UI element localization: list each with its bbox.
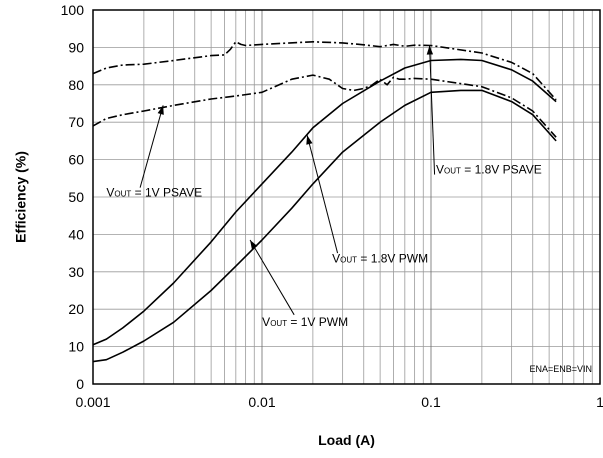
series-label-1: VOUT = 1.8V PSAVE — [436, 162, 542, 176]
y-tick-label: 80 — [68, 77, 84, 93]
y-tick-labels: 0 10 20 30 40 50 60 70 80 90 100 — [61, 2, 85, 392]
annotation-arrow-head — [250, 240, 258, 250]
series-line-4 — [92, 89, 557, 363]
annotation-arrow-line — [249, 239, 295, 316]
y-tick-label: 0 — [76, 376, 84, 392]
x-tick-label: 0.01 — [248, 394, 275, 410]
x-tick-label: 0.001 — [75, 394, 110, 410]
annotation-arrow-line — [306, 135, 339, 254]
x-axis-label: Load (A) — [318, 432, 375, 448]
y-tick-label: 90 — [68, 39, 84, 55]
y-tick-label: 50 — [68, 189, 84, 205]
series-label-2: VOUT = 1V PSAVE — [106, 185, 202, 199]
y-axis-label: Efficiency (%) — [13, 151, 29, 243]
series-labels: VOUT = 1.8V PSAVE VOUT = 1V PSAVE VOUT = 1… — [106, 162, 541, 329]
annotation-arrow-line — [139, 105, 164, 188]
annotation-arrow-line — [429, 45, 436, 175]
annotation-arrow-head — [306, 135, 313, 145]
series-line-2 — [92, 74, 557, 138]
y-tick-label: 40 — [68, 226, 84, 242]
y-tick-label: 10 — [68, 339, 84, 355]
series-curves — [92, 40, 557, 363]
y-tick-label: 30 — [68, 264, 84, 280]
annotation-arrow-head — [157, 105, 164, 115]
series-line-1 — [92, 40, 557, 101]
y-tick-label: 20 — [68, 301, 84, 317]
condition-note: ENA=ENB=VIN — [529, 364, 592, 374]
grid — [93, 10, 600, 384]
plot-frame — [92, 9, 601, 385]
y-tick-label: 70 — [68, 114, 84, 130]
series-line-3 — [92, 58, 557, 346]
y-tick-label: 60 — [68, 152, 84, 168]
series-label-4: VOUT = 1V PWM — [262, 315, 348, 329]
annotation-arrow-head — [426, 45, 434, 55]
x-tick-label: 1 — [596, 394, 603, 410]
x-tick-label: 0.1 — [421, 394, 441, 410]
series-label-3: VOUT = 1.8V PWM — [332, 251, 428, 265]
y-tick-label: 100 — [61, 2, 85, 18]
annotation-arrows — [139, 45, 436, 316]
x-tick-labels: 0.001 0.01 0.1 1 — [75, 394, 603, 410]
